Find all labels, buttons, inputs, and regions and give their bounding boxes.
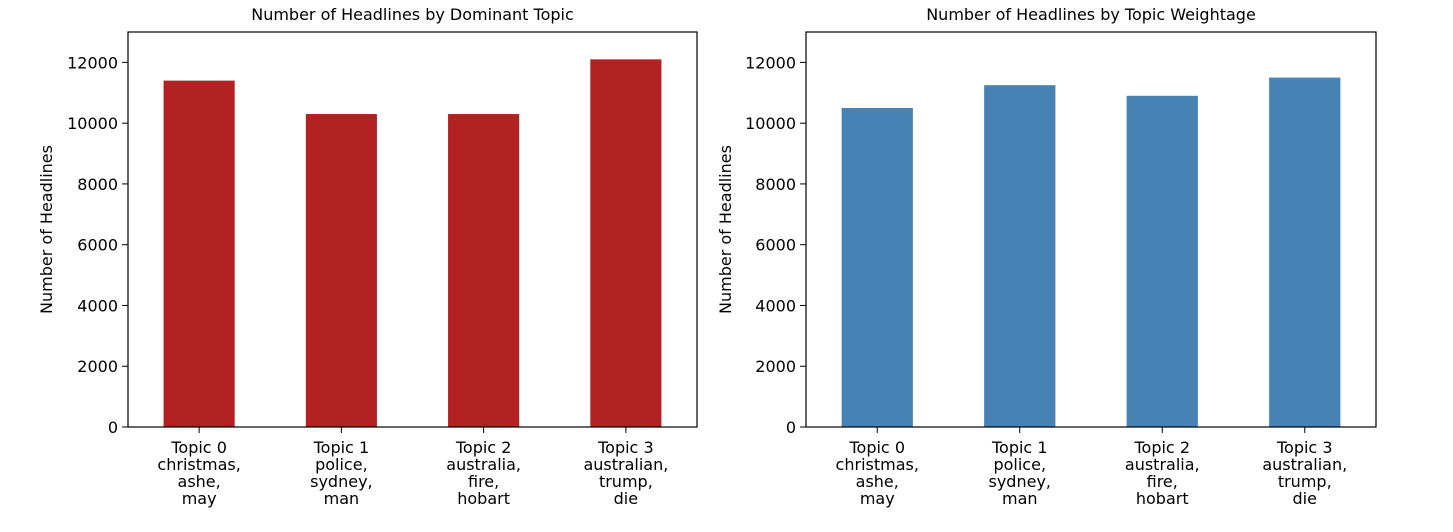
y-tick-label: 6000 (755, 236, 796, 255)
chart-topic-weightage: Number of Headlines by Topic Weightage 0 2… (716, 5, 1377, 508)
y-tick-label: 12000 (745, 53, 796, 72)
chart-title: Number of Headlines by Dominant Topic (251, 5, 574, 24)
y-tick-label: 4000 (77, 296, 118, 315)
y-tick-label: 6000 (77, 236, 118, 255)
x-tick-label: Topic 3 australian, trump, die (1262, 438, 1347, 508)
bar (1126, 95, 1198, 428)
chart-dominant-topic: Number of Headlines by Dominant Topic 0 20… (37, 5, 698, 508)
y-tick-label: 8000 (77, 175, 118, 194)
bar (448, 114, 520, 428)
y-tick-label: 0 (786, 418, 796, 437)
bar (590, 59, 662, 427)
x-tick-label: Topic 1 police, sydney, man (989, 438, 1052, 508)
x-tick-label: Topic 2 australia, fire, hobart (1125, 438, 1200, 508)
x-tick-label: Topic 2 australia, fire, hobart (446, 438, 521, 508)
bar (1269, 77, 1341, 428)
y-axis-label: Number of Headlines (37, 145, 56, 314)
y-tick-label: 10000 (67, 114, 118, 133)
y-tick-label: 12000 (67, 53, 118, 72)
plot-frame (805, 31, 1377, 428)
y-tick-label: 2000 (77, 357, 118, 376)
bar (163, 80, 235, 427)
plot-frame (127, 31, 698, 428)
x-tick-label: Topic 1 police, sydney, man (310, 438, 373, 508)
y-tick-label: 0 (108, 418, 118, 437)
y-tick-label: 8000 (755, 175, 796, 194)
x-tick-label: Topic 3 australian, trump, die (583, 438, 668, 508)
bar (841, 107, 913, 427)
chart-title: Number of Headlines by Topic Weightage (926, 5, 1256, 24)
x-tick-label: Topic 0 christmas, ashe, may (157, 438, 240, 508)
y-tick-label: 10000 (745, 114, 796, 133)
y-axis-label: Number of Headlines (716, 145, 735, 314)
bar (984, 85, 1056, 427)
x-tick-label: Topic 0 christmas, ashe, may (836, 438, 919, 508)
bar (305, 114, 377, 428)
y-tick-label: 2000 (755, 357, 796, 376)
y-tick-label: 4000 (755, 296, 796, 315)
